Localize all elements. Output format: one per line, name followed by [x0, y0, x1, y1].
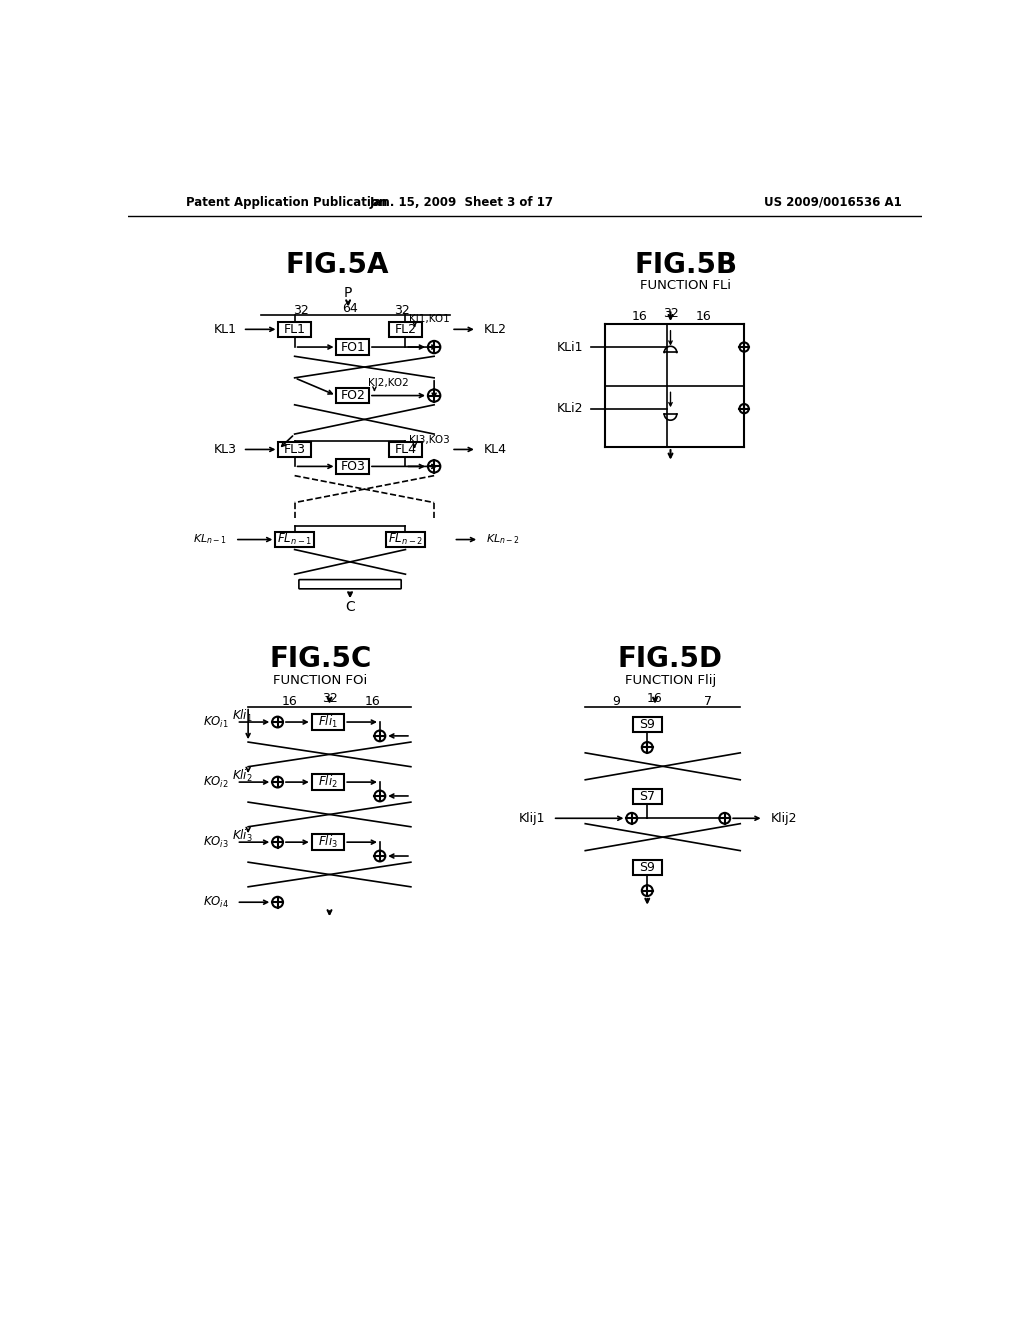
Text: $Kli_3$: $Kli_3$ [232, 828, 253, 843]
Text: $Kli_2$: $Kli_2$ [232, 768, 253, 784]
Text: 16: 16 [695, 310, 711, 323]
Bar [633, 789, 662, 804]
Text: FL3: FL3 [284, 444, 305, 455]
Bar [311, 775, 344, 789]
Text: KL4: KL4 [483, 444, 507, 455]
Text: FIG.5B: FIG.5B [635, 251, 737, 279]
Text: FL4: FL4 [394, 444, 417, 455]
Text: $KO_{i4}$: $KO_{i4}$ [203, 895, 228, 909]
Text: S9: S9 [639, 861, 655, 874]
Text: $FL_{n-2}$: $FL_{n-2}$ [388, 532, 423, 546]
Text: Patent Application Publication: Patent Application Publication [186, 195, 387, 209]
Text: FL1: FL1 [284, 323, 305, 335]
Text: FIG.5C: FIG.5C [269, 645, 372, 673]
Text: FO1: FO1 [340, 341, 366, 354]
Bar [633, 717, 662, 733]
Bar [386, 532, 425, 548]
Text: KLi1: KLi1 [557, 341, 584, 354]
Text: 16: 16 [365, 694, 380, 708]
Text: FO3: FO3 [340, 459, 366, 473]
FancyBboxPatch shape [299, 579, 401, 589]
Text: 16: 16 [282, 694, 297, 708]
Bar [311, 714, 344, 730]
Text: KLi2: KLi2 [557, 403, 584, 416]
Text: 32: 32 [663, 308, 678, 321]
Text: 32: 32 [293, 304, 308, 317]
Text: KL3: KL3 [213, 444, 237, 455]
Text: FIG.5D: FIG.5D [618, 645, 723, 673]
Bar [279, 442, 311, 457]
Bar [337, 388, 369, 404]
Text: 9: 9 [612, 694, 621, 708]
Text: $FL_{n-1}$: $FL_{n-1}$ [278, 532, 312, 546]
Text: 7: 7 [703, 694, 712, 708]
Text: KI2,KO2: KI2,KO2 [369, 379, 409, 388]
Bar [337, 339, 369, 355]
Text: C: C [345, 601, 355, 614]
Text: $Kli_1$: $Kli_1$ [232, 708, 253, 723]
Text: 16: 16 [647, 693, 663, 705]
Text: $Fli_2$: $Fli_2$ [318, 774, 338, 791]
Text: FUNCTION Flij: FUNCTION Flij [625, 675, 716, 686]
Text: KL1: KL1 [213, 323, 237, 335]
Text: 32: 32 [393, 304, 410, 317]
Text: $Fli_1$: $Fli_1$ [318, 714, 338, 730]
Bar [337, 459, 369, 474]
Text: $KO_{i3}$: $KO_{i3}$ [203, 834, 228, 850]
Text: FIG.5A: FIG.5A [286, 251, 389, 279]
Text: $KO_{i1}$: $KO_{i1}$ [203, 714, 228, 730]
Text: 16: 16 [632, 310, 647, 323]
Text: KI3,KO3: KI3,KO3 [409, 436, 450, 445]
Text: $KO_{i2}$: $KO_{i2}$ [203, 775, 228, 789]
Bar [275, 532, 314, 548]
Bar [311, 834, 344, 850]
Text: KL2: KL2 [483, 323, 507, 335]
Text: S9: S9 [639, 718, 655, 731]
Text: US 2009/0016536 A1: US 2009/0016536 A1 [764, 195, 901, 209]
Text: $KL_{n-1}$: $KL_{n-1}$ [193, 533, 227, 546]
Text: Klij1: Klij1 [518, 812, 545, 825]
Text: FUNCTION FLi: FUNCTION FLi [640, 279, 731, 292]
Bar [389, 442, 422, 457]
Text: S7: S7 [639, 791, 655, 804]
Text: KI1,KO1: KI1,KO1 [409, 314, 450, 325]
Bar [633, 859, 662, 875]
Bar [389, 322, 422, 337]
Text: 64: 64 [343, 302, 358, 315]
Text: $KL_{n-2}$: $KL_{n-2}$ [486, 533, 520, 546]
Text: P: P [344, 286, 352, 300]
Text: FO2: FO2 [340, 389, 366, 403]
Text: FUNCTION FOi: FUNCTION FOi [273, 675, 368, 686]
Text: Klij2: Klij2 [771, 812, 798, 825]
Text: Jan. 15, 2009  Sheet 3 of 17: Jan. 15, 2009 Sheet 3 of 17 [370, 195, 553, 209]
Text: 32: 32 [322, 693, 337, 705]
Bar [279, 322, 311, 337]
Text: $Fli_3$: $Fli_3$ [318, 834, 338, 850]
Text: FL2: FL2 [394, 323, 417, 335]
